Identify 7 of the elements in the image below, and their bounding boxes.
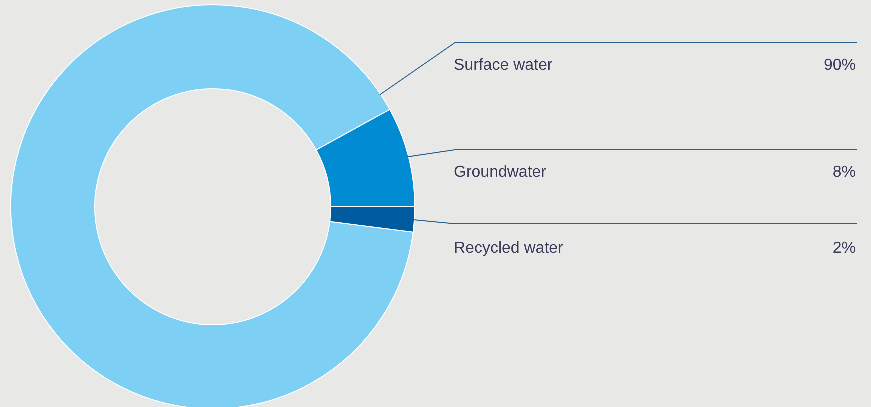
slice-label: Surface water [454, 57, 554, 74]
slice-label: Groundwater [454, 164, 548, 181]
slice-label: Recycled water [454, 240, 564, 257]
data-label: 2% [832, 240, 856, 257]
data-label: 90% [824, 57, 856, 74]
data-label: 8% [832, 164, 856, 181]
donut-slice [10, 4, 414, 407]
